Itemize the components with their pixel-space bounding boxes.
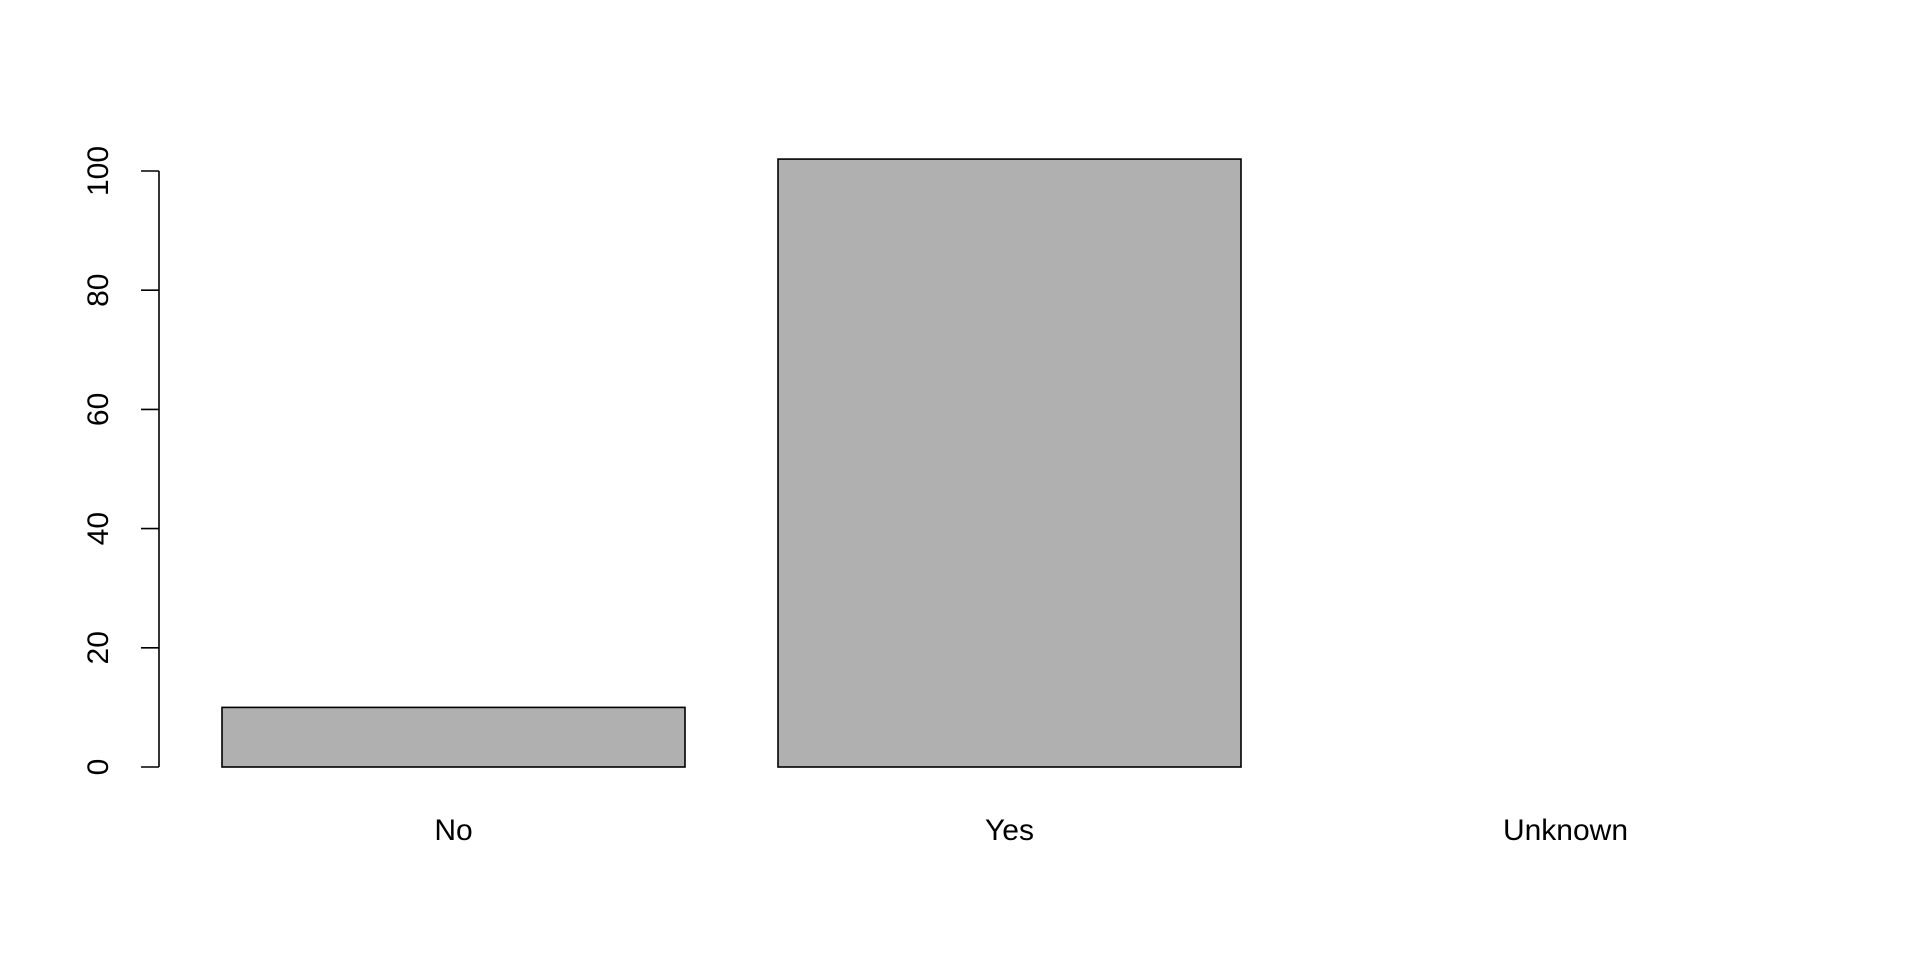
y-tick-label: 100 — [82, 146, 115, 196]
bar-no — [221, 706, 686, 768]
y-tick-label: 40 — [82, 512, 115, 545]
x-tick-label: Unknown — [1503, 814, 1628, 847]
y-tick-label: 20 — [82, 631, 115, 664]
x-axis-labels: No Yes Unknown — [434, 814, 1628, 847]
bar-yes — [777, 158, 1242, 768]
x-tick-label: No — [434, 814, 472, 847]
y-axis: 0 20 40 60 80 100 — [82, 146, 160, 776]
x-tick-label: Yes — [985, 814, 1034, 847]
bars-group — [221, 158, 1242, 768]
y-tick-label: 60 — [82, 393, 115, 426]
y-tick-label: 0 — [82, 759, 115, 776]
y-tick-label: 80 — [82, 274, 115, 307]
